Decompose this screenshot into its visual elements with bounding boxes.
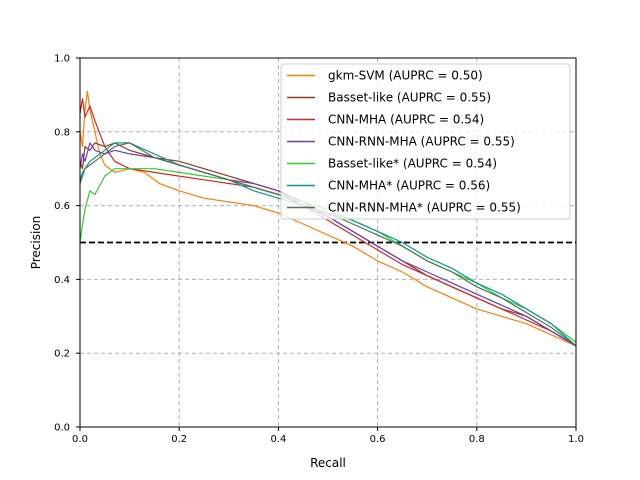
x-tick-label: 0.0 xyxy=(72,434,88,445)
legend: gkm-SVM (AUPRC = 0.50) Basset-like (AUPR… xyxy=(280,63,571,220)
series-line-4 xyxy=(79,142,577,347)
y-tick-label: 0.0 xyxy=(54,423,70,434)
legend-label: Basset-like (AUPRC = 0.55) xyxy=(328,91,491,105)
x-tick-label: 0.4 xyxy=(270,434,286,445)
series-line-1 xyxy=(79,90,577,347)
y-tick-label: 0.6 xyxy=(54,201,70,212)
y-tick-label: 1.0 xyxy=(54,54,70,65)
legend-label: CNN-MHA* (AUPRC = 0.56) xyxy=(328,179,490,193)
x-tick-label: 0.2 xyxy=(171,434,187,445)
y-tick-label: 0.4 xyxy=(54,275,70,286)
y-axis-label: Precision xyxy=(29,216,43,270)
y-tick-label: 0.2 xyxy=(54,349,70,360)
x-tick-label: 1.0 xyxy=(568,434,584,445)
legend-label: CNN-MHA (AUPRC = 0.54) xyxy=(328,113,484,127)
y-tick-label: 0.8 xyxy=(54,127,70,138)
series-line-7 xyxy=(79,142,577,347)
x-axis-label: Recall xyxy=(310,456,346,470)
plot-frame xyxy=(79,57,577,428)
x-tick-label: 0.8 xyxy=(469,434,485,445)
series-line-6 xyxy=(79,142,577,347)
legend-label: CNN-RNN-MHA (AUPRC = 0.55) xyxy=(328,135,515,149)
x-tick-label: 0.6 xyxy=(370,434,386,445)
legend-label: gkm-SVM (AUPRC = 0.50) xyxy=(328,69,483,83)
ticks xyxy=(76,57,577,431)
series-group xyxy=(79,90,577,347)
legend-label: CNN-RNN-MHA* (AUPRC = 0.55) xyxy=(328,201,521,215)
legend-box xyxy=(280,63,571,220)
legend-label: Basset-like* (AUPRC = 0.54) xyxy=(328,157,497,171)
legend-line-group xyxy=(287,74,315,209)
